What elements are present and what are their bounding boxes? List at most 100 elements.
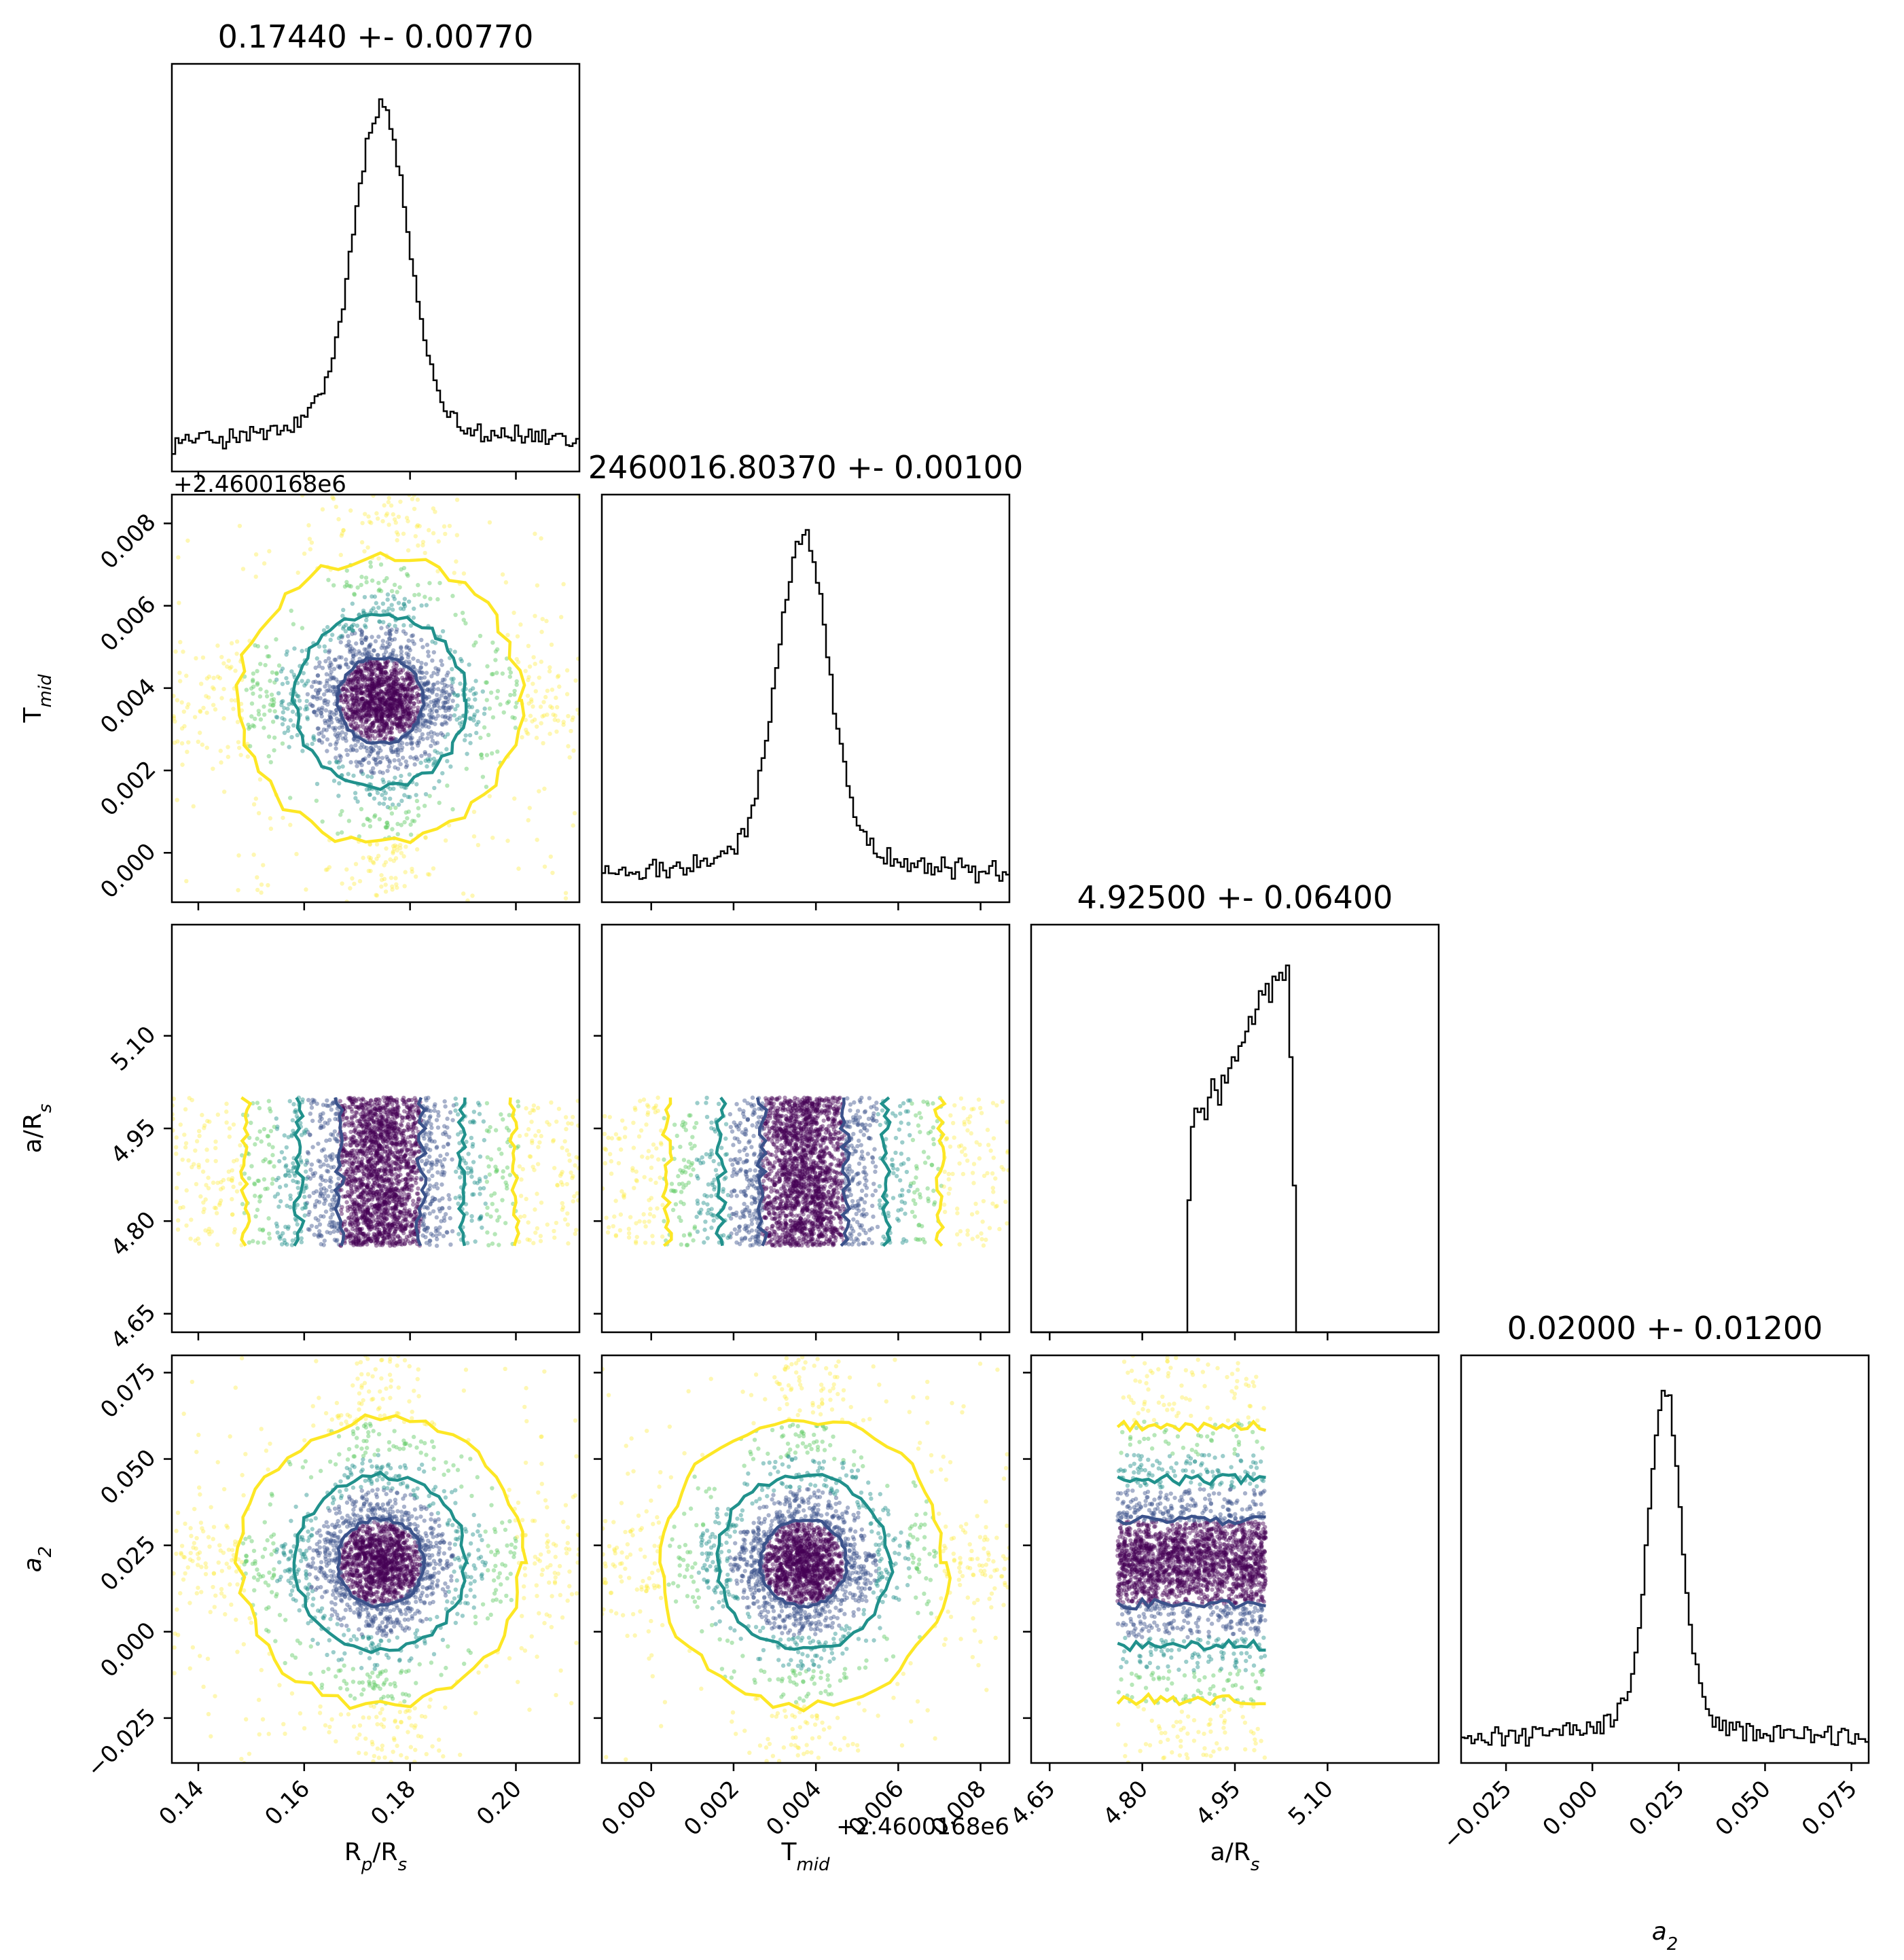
sample-point [443,531,448,537]
sample-point [385,1154,390,1158]
sample-point [369,663,374,669]
sample-point [563,891,569,895]
sample-point [369,774,374,779]
sample-point [413,1162,418,1168]
sample-point [234,652,239,656]
sample-point [365,1223,370,1228]
sample-point [561,719,566,724]
sample-point [337,781,342,786]
sample-point [218,1187,223,1192]
sample-point [515,634,520,639]
sample-point [389,1171,394,1177]
sample-point [340,707,346,711]
sample-point [355,707,360,712]
sample-point [251,671,256,676]
sample-point [334,740,339,745]
sample-point [363,635,368,640]
sample-point [367,644,372,649]
sample-point [352,1211,357,1216]
sample-point [399,1202,403,1208]
sample-point [188,1236,193,1241]
sample-point [423,1161,428,1166]
sample-point [215,1242,220,1247]
sample-point [401,714,406,719]
sample-point [406,672,410,677]
sample-point [354,1177,359,1182]
sample-point [433,721,437,726]
sample-point [282,730,287,735]
sample-point [456,1201,461,1206]
sample-point [394,530,399,535]
sample-point [372,594,378,599]
sample-point [458,681,463,686]
sample-point [363,1182,368,1188]
sample-point [428,1137,433,1141]
sample-point [365,682,370,688]
sample-point [374,712,378,717]
sample-point [398,1152,403,1156]
sample-point [544,618,549,624]
sample-point [294,1218,299,1223]
sample-point [373,1234,378,1240]
sample-point [359,691,364,696]
sample-point [371,748,376,753]
sample-point [387,628,393,634]
sample-point [400,716,405,721]
sample-point [325,867,330,872]
sample-point [247,1176,251,1181]
sample-point [367,688,372,692]
sample-point [430,1160,435,1165]
sample-point [436,666,441,672]
sample-point [389,746,393,751]
sample-point [367,690,373,695]
sample-point [360,733,365,738]
sample-point [287,1173,292,1179]
sample-point [380,1166,384,1171]
sample-point [364,730,370,736]
sample-point [375,1137,380,1141]
sample-point [365,749,370,753]
sample-point [511,610,516,616]
sample-point [354,676,359,681]
sample-point [384,678,389,683]
sample-point [485,664,490,669]
sample-point [412,762,417,767]
sample-point [393,775,397,780]
scatter-panel-rp-tmid [164,493,581,910]
sample-point [237,523,243,529]
sample-point [365,1193,370,1198]
sample-point [267,1160,272,1165]
sample-point [376,733,380,738]
sample-point [368,1156,374,1161]
sample-point [427,688,432,694]
sample-point [383,1103,389,1108]
sample-point [531,1241,536,1245]
sample-point [393,682,398,687]
sample-point [385,683,391,688]
sample-point [360,696,365,701]
sample-point [185,749,190,754]
sample-point [385,823,391,827]
sample-point [442,690,447,695]
sample-point [378,719,383,724]
sample-point [303,1162,308,1167]
sample-point [238,1143,243,1148]
sample-point [484,680,488,685]
sample-point [353,743,358,748]
sample-point [393,624,397,628]
sample-point [398,721,403,726]
sample-point [370,685,374,690]
sample-point [272,680,277,685]
sample-point [327,760,332,765]
sample-point [349,744,354,749]
sample-point [447,1135,452,1139]
sample-point [309,1162,315,1167]
sample-point [545,1222,550,1227]
sample-point [321,1214,326,1219]
sample-point [376,730,381,735]
sample-point [414,1135,418,1139]
sample-point [357,709,362,714]
sample-point [382,876,387,882]
sample-point [416,813,421,818]
sample-point [384,513,389,518]
